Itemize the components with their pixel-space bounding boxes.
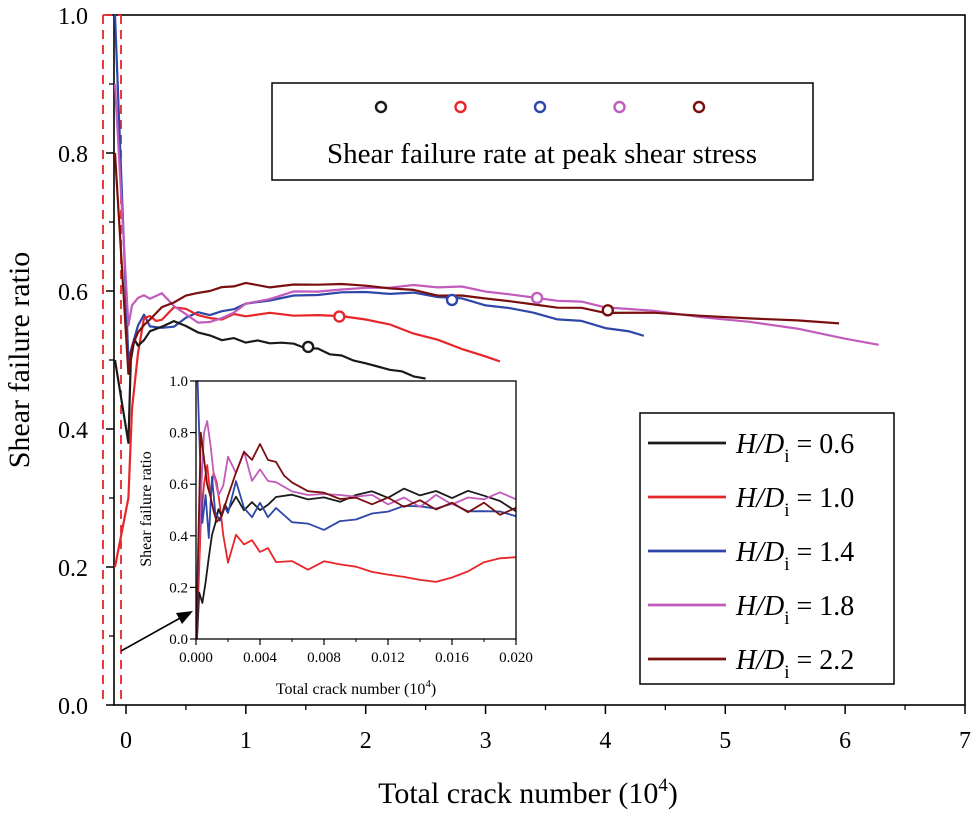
inset-y-tick-label-2: 0.4 xyxy=(169,529,188,545)
y-tick-label-3: 0.6 xyxy=(58,280,88,306)
x-tick-label-4: 4 xyxy=(599,728,611,754)
peak-marker-hd22 xyxy=(601,304,615,317)
inset-x-tick-label-4: 0.016 xyxy=(435,650,469,666)
inset-x-axis-ticks: 0.000 0.004 0.008 0.012 0.016 0.020 xyxy=(179,639,533,666)
inset-x-tick-label-1: 0.004 xyxy=(243,650,277,666)
y-tick-label-0: 0.0 xyxy=(58,694,88,720)
inset-series-line-hd18 xyxy=(196,420,517,640)
legend-label-hd14: H/Di = 1.4 xyxy=(735,537,854,575)
peak-legend-marker-hd10 xyxy=(454,100,467,114)
x-tick-label-0: 0 xyxy=(120,728,132,754)
series-line-hd14 xyxy=(113,14,645,362)
legend-label-hd10: H/Di = 1.0 xyxy=(735,483,854,521)
inset-y-tick-label-5: 1.0 xyxy=(169,374,188,390)
peak-legend-marker-hd18 xyxy=(613,100,626,114)
x-tick-label-5: 5 xyxy=(719,728,731,754)
inset-series-group xyxy=(196,380,517,640)
inset-x-tick-label-5: 0.020 xyxy=(499,650,533,666)
inset-y-tick-label-1: 0.2 xyxy=(169,580,188,596)
peak-markers xyxy=(301,291,615,354)
series-line-hd06 xyxy=(113,320,426,444)
inset-y-tick-label-3: 0.6 xyxy=(169,477,188,493)
inset-y-tick-label-0: 0.0 xyxy=(169,632,188,648)
inset-x-tick-label-3: 0.012 xyxy=(371,650,405,666)
inset-x-tick-label-2: 0.008 xyxy=(307,650,341,666)
y-tick-label-4: 0.8 xyxy=(58,142,88,168)
zoom-arrow xyxy=(120,611,193,652)
x-tick-label-6: 6 xyxy=(839,728,851,754)
inset-y-axis-ticks: 0.0 0.2 0.4 0.6 0.8 1.0 xyxy=(169,374,196,648)
main-series-group xyxy=(113,14,879,568)
inset-series-line-hd22 xyxy=(196,431,517,640)
zoom-arrow-head xyxy=(176,611,193,624)
legend-label-hd06: H/Di = 0.6 xyxy=(735,429,854,467)
x-tick-label-2: 2 xyxy=(360,728,372,754)
peak-legend-markers xyxy=(374,100,706,114)
y-tick-label-2: 0.4 xyxy=(58,418,88,444)
inset-y-tick-label-4: 0.8 xyxy=(169,426,188,442)
series-line-hd10 xyxy=(113,306,501,568)
x-axis-ticks: 0 1 2 3 4 5 6 7 xyxy=(120,705,971,754)
peak-legend-marker-hd06 xyxy=(374,100,388,114)
y-axis-label: Shear failure ratio xyxy=(3,252,36,469)
peak-legend-marker-hd14 xyxy=(533,100,547,114)
x-tick-label-7: 7 xyxy=(959,728,971,754)
x-tick-label-3: 3 xyxy=(480,728,492,754)
x-tick-label-1: 1 xyxy=(240,728,252,754)
peak-marker-hd18 xyxy=(530,291,544,305)
inset-chart: 0.000 0.004 0.008 0.012 0.016 0.020 0.0 0.2 0.4… xyxy=(138,374,533,698)
series-line-hd22 xyxy=(113,152,840,375)
peak-legend-box xyxy=(271,82,814,181)
peak-marker-hd14 xyxy=(445,293,459,307)
y-tick-label-5: 1.0 xyxy=(58,4,88,30)
inset-x-axis-label: Total crack number (104) xyxy=(276,678,436,698)
zoom-arrow-shaft xyxy=(120,616,183,652)
legend-label-hd22: H/Di = 2.2 xyxy=(735,645,854,683)
series-line-hd18 xyxy=(113,83,879,346)
peak-legend: Shear failure rate at peak shear stress xyxy=(271,82,814,181)
inset-series-line-hd06 xyxy=(196,487,517,640)
peak-legend-title: Shear failure rate at peak shear stress xyxy=(327,138,757,170)
x-axis-label: Total crack number (104) xyxy=(378,775,678,810)
peak-marker-hd10 xyxy=(333,310,346,323)
peak-marker-hd06 xyxy=(301,340,315,354)
legend-label-hd18: H/Di = 1.8 xyxy=(735,591,854,629)
y-tick-label-1: 0.2 xyxy=(58,556,88,582)
series-legend: H/Di = 0.6 H/Di = 1.0 H/Di = 1.4 H/Di = 1.8… xyxy=(639,412,895,685)
y-axis-ticks: 0.0 0.2 0.4 0.6 0.8 1.0 xyxy=(58,4,114,720)
inset-x-tick-label-0: 0.000 xyxy=(179,650,213,666)
inset-y-axis-label: Shear failure ratio xyxy=(138,451,155,567)
series-legend-box xyxy=(639,412,895,685)
peak-legend-marker-hd22 xyxy=(692,100,706,114)
